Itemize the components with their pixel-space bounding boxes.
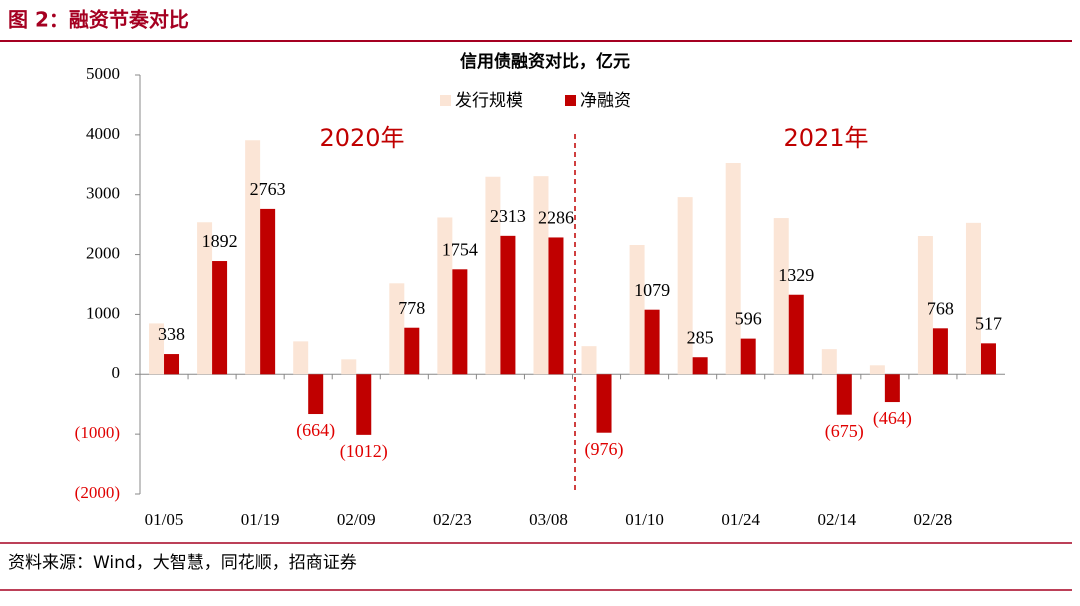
bar <box>932 328 948 375</box>
bar <box>884 374 900 403</box>
bar <box>821 349 837 375</box>
value-label: 285 <box>687 327 714 347</box>
bar <box>308 374 324 415</box>
bar <box>740 338 756 375</box>
x-tick-label: 01/24 <box>721 510 760 529</box>
bar <box>389 283 405 375</box>
value-label: 338 <box>158 324 185 344</box>
value-label: 768 <box>927 298 954 318</box>
bar <box>788 294 804 375</box>
value-label: (675) <box>825 421 864 442</box>
legend-swatch <box>440 95 451 106</box>
bar <box>452 269 468 375</box>
bar <box>725 162 741 375</box>
y-tick-label: 3000 <box>86 184 120 203</box>
value-label: 596 <box>735 309 762 329</box>
bar <box>836 374 852 415</box>
y-tick-label: 4000 <box>86 124 120 143</box>
value-label: (976) <box>585 439 624 460</box>
chart-title: 信用债融资对比，亿元 <box>460 51 630 72</box>
annotation: 2020年 <box>319 124 404 152</box>
bar <box>197 222 213 375</box>
annotation: 2021年 <box>783 124 868 152</box>
x-tick-label: 03/08 <box>529 510 568 529</box>
bar <box>644 309 660 375</box>
value-label: 2313 <box>490 206 526 226</box>
bar <box>533 176 549 375</box>
bar <box>212 261 228 375</box>
value-label: (1012) <box>340 441 388 462</box>
y-tick-label: 0 <box>112 363 121 382</box>
bar <box>260 208 276 375</box>
value-label: 1892 <box>202 231 238 251</box>
bar <box>485 176 501 375</box>
bar <box>692 357 708 375</box>
legend-label: 净融资 <box>580 91 631 111</box>
bar <box>437 217 453 375</box>
value-label: 778 <box>398 298 425 318</box>
legend-swatch <box>565 95 576 106</box>
bar <box>356 374 372 435</box>
value-label: 517 <box>975 313 1002 333</box>
source-note: 资料来源：Wind，大智慧，同花顺，招商证券 <box>8 553 357 573</box>
bar <box>149 323 165 375</box>
bar <box>965 222 981 375</box>
bar <box>629 244 645 375</box>
x-tick-label: 01/05 <box>145 510 184 529</box>
bar <box>404 327 420 375</box>
bar <box>677 197 693 375</box>
bar <box>341 359 357 375</box>
y-tick-label: 1000 <box>86 303 120 322</box>
value-label: (664) <box>296 420 335 441</box>
x-tick-label: 02/23 <box>433 510 472 529</box>
bar <box>500 235 516 375</box>
x-tick-label: 01/10 <box>625 510 664 529</box>
value-label: (464) <box>873 408 912 429</box>
x-tick-label: 02/09 <box>337 510 376 529</box>
bar <box>548 237 564 375</box>
x-tick-label: 02/14 <box>817 510 856 529</box>
bar <box>596 374 612 433</box>
figure-title: 图 2：融资节奏对比 <box>8 8 189 32</box>
y-tick-label: (1000) <box>75 423 120 442</box>
value-label: 2286 <box>538 208 574 228</box>
y-tick-label: 2000 <box>86 243 120 262</box>
bar <box>980 343 996 375</box>
value-label: 2763 <box>250 179 286 199</box>
x-tick-label: 02/28 <box>914 510 953 529</box>
y-tick-label: 5000 <box>86 64 120 83</box>
bar <box>245 140 261 375</box>
value-label: 1754 <box>442 239 478 259</box>
value-label: 1329 <box>778 265 814 285</box>
bar <box>164 354 180 375</box>
y-tick-label: (2000) <box>75 483 120 502</box>
bar <box>917 236 933 375</box>
value-label: 1079 <box>634 280 670 300</box>
bar <box>293 341 309 375</box>
bar <box>581 346 597 375</box>
bar <box>773 218 789 375</box>
x-tick-label: 01/19 <box>241 510 280 529</box>
legend-label: 发行规模 <box>455 91 523 111</box>
bar <box>869 365 885 375</box>
